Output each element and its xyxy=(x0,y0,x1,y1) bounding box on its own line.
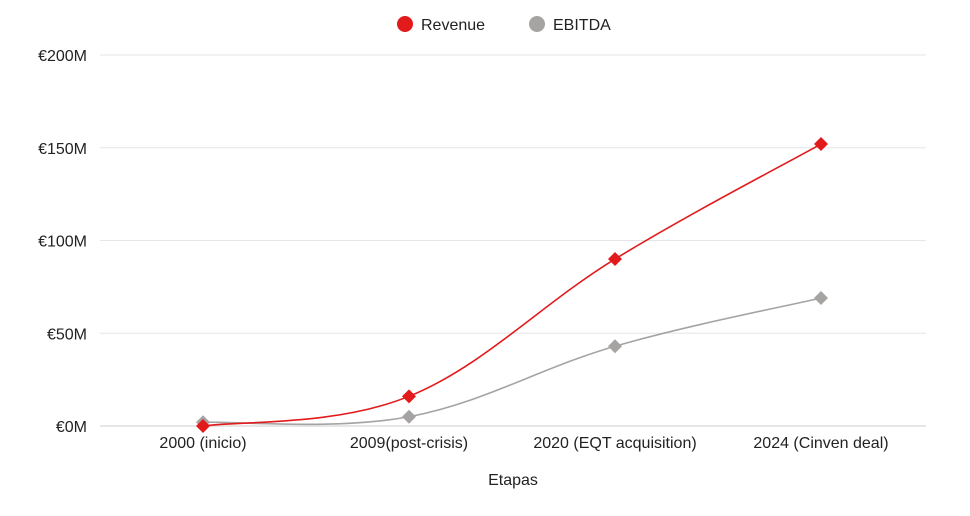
gridlines xyxy=(100,54,926,334)
y-tick-label: €200M xyxy=(38,48,87,65)
legend: Revenue EBITDA xyxy=(397,16,611,34)
x-tick-label: 2000 (inicio) xyxy=(159,435,246,452)
x-tick-label: 2020 (EQT acquisition) xyxy=(533,435,696,452)
legend-label-revenue: Revenue xyxy=(421,17,485,34)
data-point-ebitda xyxy=(814,291,828,306)
series-line-revenue xyxy=(202,143,822,427)
x-axis-title: Etapas xyxy=(488,472,538,489)
data-point-revenue xyxy=(814,137,828,152)
data-point-ebitda xyxy=(608,339,622,354)
series-group xyxy=(196,137,828,433)
x-tick-label: 2009(post-crisis) xyxy=(350,435,468,452)
data-point-revenue xyxy=(196,419,210,433)
y-tick-label: €100M xyxy=(38,234,87,251)
y-axis-ticks: €0M €50M €100M €150M €200M xyxy=(38,48,87,436)
y-tick-label: €0M xyxy=(56,419,87,436)
legend-marker-ebitda xyxy=(529,16,545,32)
data-point-revenue xyxy=(402,389,416,404)
x-axis-ticks: 2000 (inicio) 2009(post-crisis) 2020 (EQT … xyxy=(159,435,888,452)
y-tick-label: €150M xyxy=(38,141,87,158)
data-point-ebitda xyxy=(402,409,416,424)
y-tick-label: €50M xyxy=(47,326,87,343)
legend-marker-revenue xyxy=(397,16,413,32)
x-tick-label: 2024 (Cinven deal) xyxy=(753,435,888,452)
data-point-revenue xyxy=(608,252,622,267)
legend-label-ebitda: EBITDA xyxy=(553,17,611,34)
series-line-ebitda xyxy=(202,297,822,426)
